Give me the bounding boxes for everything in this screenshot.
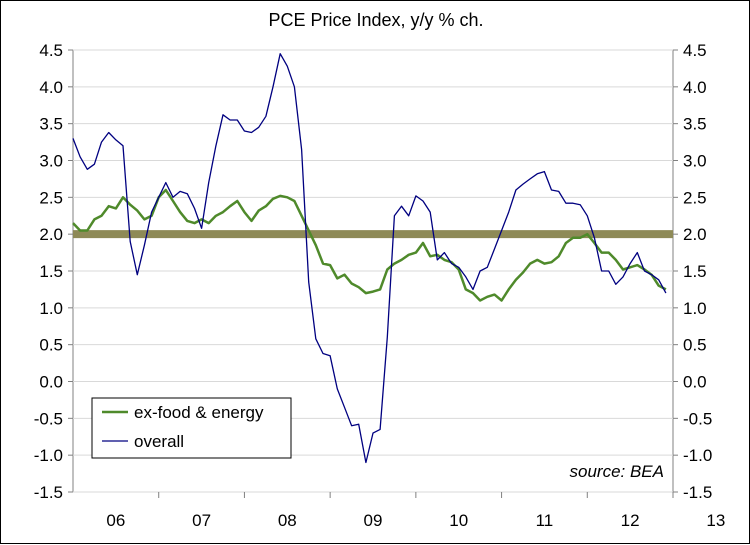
y-tick-label-left: -1.0: [34, 446, 63, 465]
y-tick-label-left: 2.0: [39, 225, 63, 244]
y-tick-label-left: -0.5: [34, 409, 63, 428]
y-tick-label-left: 4.0: [39, 78, 63, 97]
y-tick-label-right: 1.0: [683, 299, 707, 318]
y-tick-label-left: -1.5: [34, 483, 63, 502]
y-tick-label-left: 3.0: [39, 152, 63, 171]
y-tick-label-right: 4.5: [683, 41, 707, 60]
y-tick-label-right: 2.0: [683, 225, 707, 244]
x-tick-label: 13: [706, 511, 725, 530]
y-tick-label-right: -1.0: [683, 446, 712, 465]
x-tick-label: 09: [364, 511, 383, 530]
legend: ex-food & energy overall: [91, 397, 292, 459]
y-tick-label-right: 1.5: [683, 262, 707, 281]
y-tick-label-left: 1.5: [39, 262, 63, 281]
y-tick-label-right: 4.0: [683, 78, 707, 97]
x-tick-label: 11: [536, 511, 554, 530]
series-line-ex-food-energy: [72, 188, 667, 302]
y-tick-label-left: 1.0: [39, 299, 63, 318]
y-tick-label-right: -1.5: [683, 483, 712, 502]
y-tick-label-left: 3.5: [39, 115, 63, 134]
y-tick-label-left: 4.5: [39, 41, 63, 60]
legend-label-ex-food-energy: ex-food & energy: [134, 403, 264, 422]
series-line-overall: [72, 53, 667, 464]
y-tick-label-right: 0.5: [683, 336, 707, 355]
legend-box: [91, 397, 292, 459]
x-tick-label: 07: [192, 511, 211, 530]
source-note: source: BEA: [570, 462, 665, 481]
x-tick-label: 12: [621, 511, 640, 530]
x-tick-label: 10: [449, 511, 468, 530]
y-tick-label-right: -0.5: [683, 409, 712, 428]
x-tick-label: 08: [278, 511, 297, 530]
y-tick-label-right: 0.0: [683, 373, 707, 392]
legend-label-overall: overall: [134, 432, 184, 451]
chart-title: PCE Price Index, y/y % ch.: [268, 10, 483, 30]
y-tick-label-left: 2.5: [39, 188, 63, 207]
y-tick-label-right: 3.5: [683, 115, 707, 134]
y-tick-label-left: 0.5: [39, 336, 63, 355]
y-tick-label-left: 0.0: [39, 373, 63, 392]
y-tick-label-right: 3.0: [683, 152, 707, 171]
y-tick-label-right: 2.5: [683, 188, 707, 207]
x-tick-label: 06: [106, 511, 125, 530]
